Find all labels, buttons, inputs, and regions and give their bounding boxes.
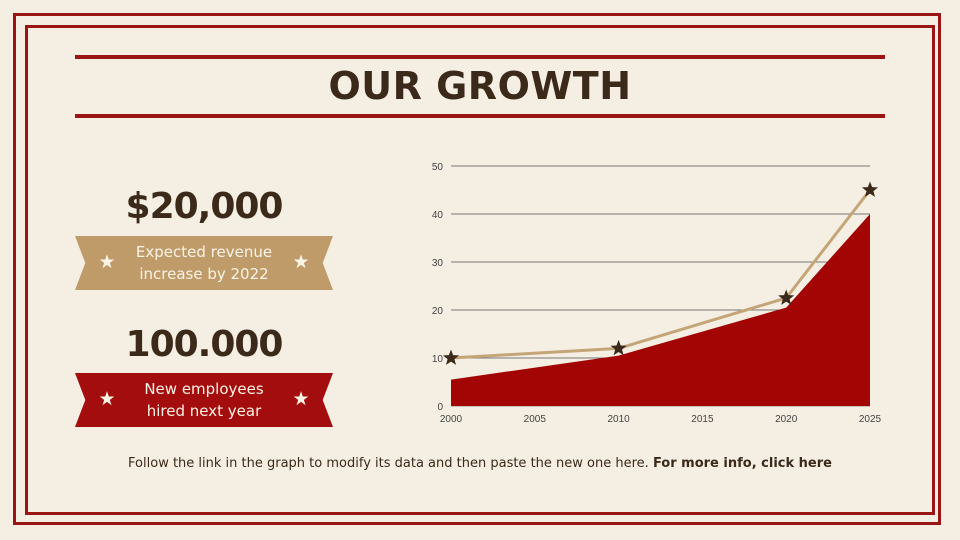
line-series [450, 189, 872, 360]
page-title: OUR GROWTH [328, 64, 632, 108]
title-rule-top [75, 55, 885, 59]
y-tick-label: 30 [432, 258, 444, 269]
revenue-value: $20,000 [125, 186, 284, 227]
area-series [451, 214, 870, 406]
employees-caption-line1: New employees [144, 380, 264, 398]
star-icon: ★ [292, 251, 310, 273]
star-marker-icon [610, 339, 627, 356]
employees-value: 100.000 [125, 324, 284, 365]
star-icon: ★ [98, 388, 116, 410]
revenue-caption-line1: Expected revenue [135, 243, 273, 261]
y-tick-label: 20 [432, 306, 444, 317]
outer-frame [13, 13, 941, 525]
more-info-link[interactable]: For more info, click here [652, 456, 832, 471]
y-tick-label: 40 [432, 210, 444, 221]
x-tick-label: 2015 [691, 414, 714, 425]
x-tick-label: 2005 [524, 414, 547, 425]
employees-caption: New employees hired next year [125, 378, 283, 422]
inner-frame [25, 25, 935, 515]
footer-note: Follow the link in the graph to modify i… [0, 456, 960, 471]
title-rule-bottom [75, 114, 885, 118]
revenue-caption: Expected revenue increase by 2022 [125, 241, 283, 285]
revenue-ribbon: ★ Expected revenue increase by 2022 ★ [75, 236, 333, 290]
employees-ribbon: ★ New employees hired next year ★ [75, 373, 333, 427]
star-icon: ★ [98, 251, 116, 273]
star-icon: ★ [292, 388, 310, 410]
y-tick-label: 0 [437, 402, 443, 413]
footer-text: Follow the link in the graph to modify i… [128, 456, 649, 471]
star-marker-icon [861, 181, 879, 197]
y-tick-label: 10 [432, 354, 444, 365]
x-tick-label: 2010 [607, 414, 630, 425]
growth-chart[interactable]: 0 10 20 30 40 50 2000 2005 2010 2015 2020 2025 [420, 150, 890, 430]
y-tick-label: 50 [432, 162, 444, 173]
star-marker-icon [442, 349, 460, 365]
x-tick-label: 2000 [440, 414, 463, 425]
x-tick-label: 2025 [859, 414, 882, 425]
employees-caption-line2: hired next year [146, 402, 262, 420]
x-tick-label: 2020 [775, 414, 798, 425]
star-marker-icon [778, 289, 795, 305]
revenue-caption-line2: increase by 2022 [139, 265, 269, 283]
